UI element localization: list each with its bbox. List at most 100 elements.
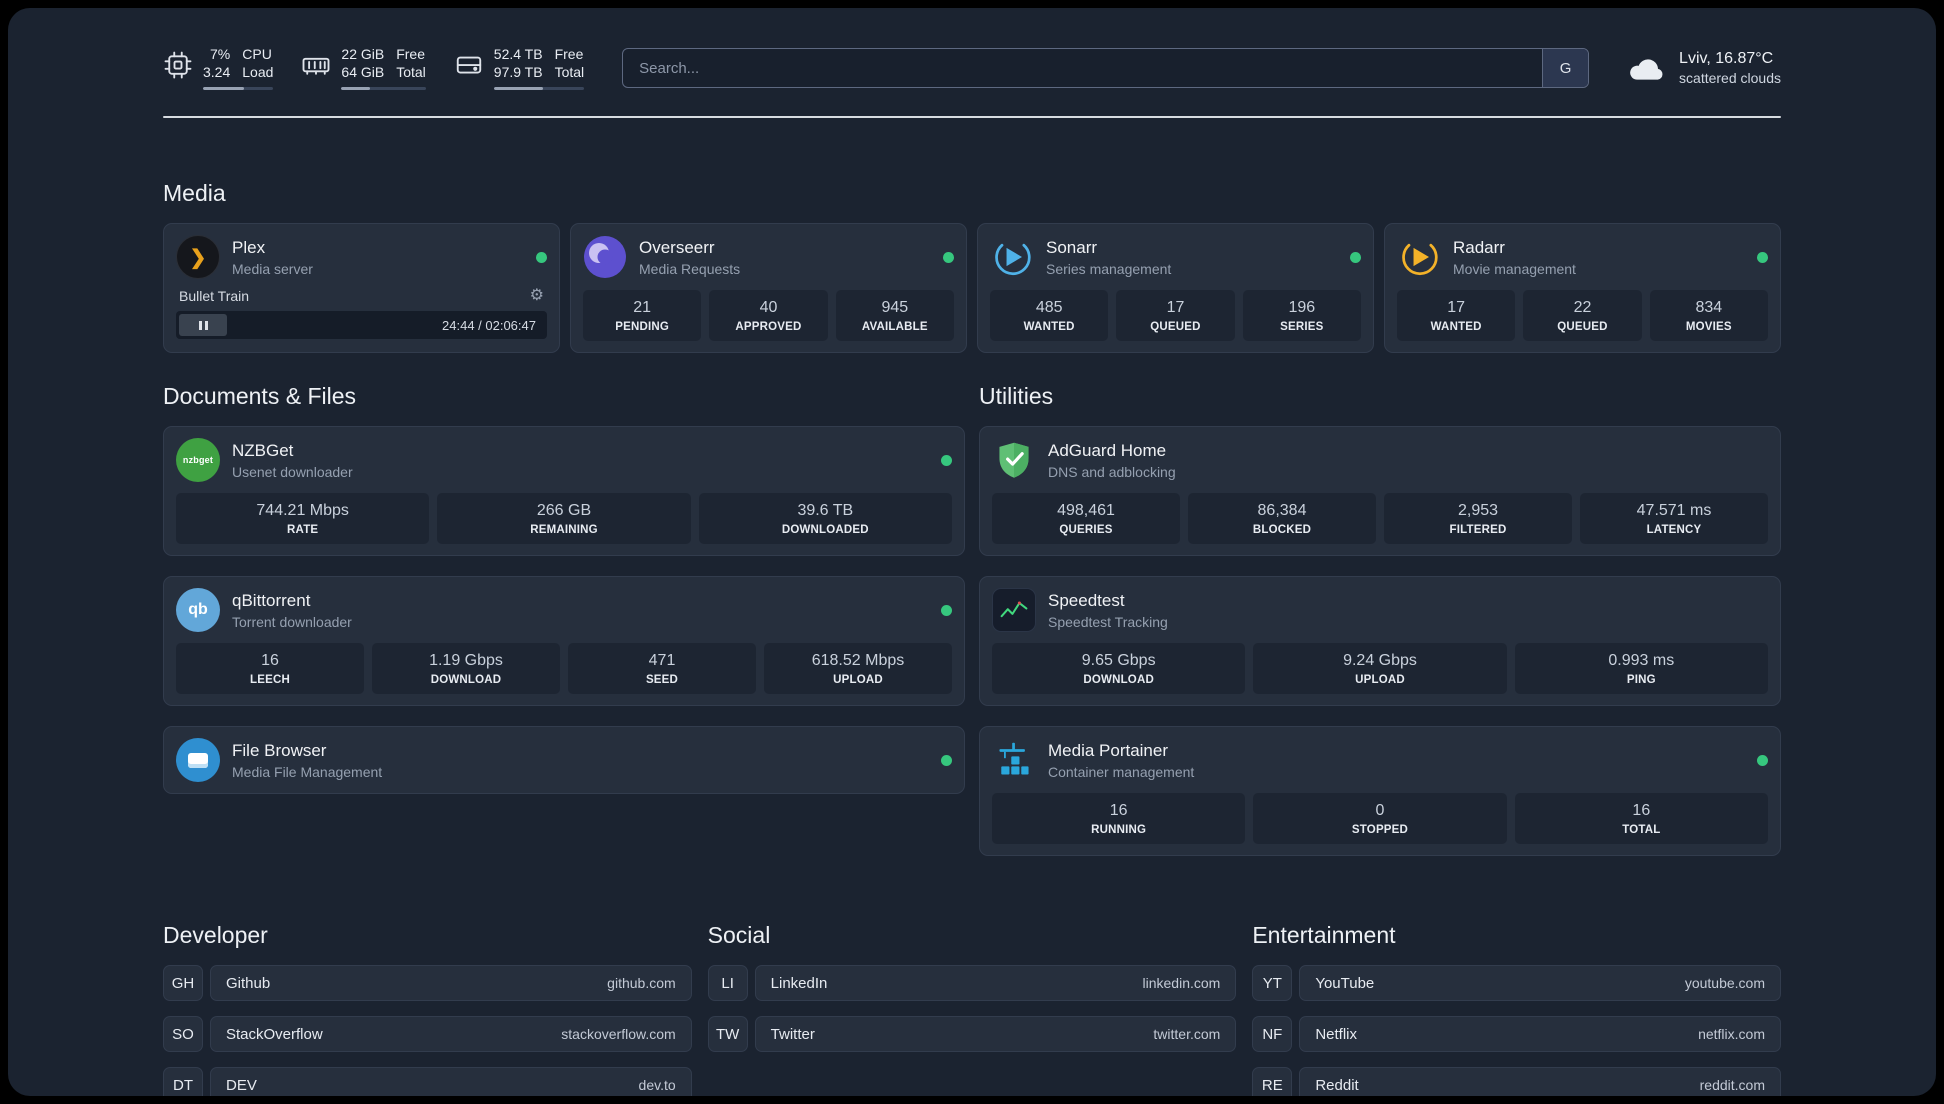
bookmark-link[interactable]: YouTube youtube.com [1299,965,1781,1001]
stat-label: APPROVED [735,321,802,333]
cpu-widget: 7% CPU 3.24 Load [163,46,274,90]
bookmark-url: youtube.com [1684,975,1765,991]
stat-label: UPLOAD [833,674,883,686]
stat-value: 945 [881,299,909,316]
service-card-radarr[interactable]: Radarr Movie management 17 WANTED 22 QUE… [1384,223,1781,353]
stat-label: PING [1626,674,1656,686]
stat-value: 0 [1375,802,1385,819]
stat-label: AVAILABLE [861,321,928,333]
search-input[interactable] [623,49,1543,87]
bookmark-name: Github [226,974,271,992]
cloud-icon [1630,59,1663,80]
overseerr-icon [583,235,627,279]
weather-widget: Lviv, 16.87°C scattered clouds [1627,50,1781,86]
stat-block: 744.21 Mbps RATE [176,493,430,544]
service-card-adguard[interactable]: AdGuard Home DNS and adblocking 498,461 … [979,426,1781,556]
pause-button[interactable] [179,314,227,336]
stat-value: 744.21 Mbps [256,502,349,519]
stat-block: 196 SERIES [1242,290,1361,341]
bookmark-url: reddit.com [1699,1077,1765,1093]
bookmark-url: github.com [607,975,676,991]
stat-label: DOWNLOADED [781,524,869,536]
service-desc: Usenet downloader [232,463,353,480]
stat-block: 945 AVAILABLE [835,290,954,341]
bookmark-abbr: LI [707,965,748,1001]
stat-label: STOPPED [1351,824,1409,836]
stat-value: 17 [1447,299,1466,316]
stat-block: 9.65 Gbps DOWNLOAD [992,643,1246,694]
bookmark-link[interactable]: Github github.com [210,965,692,1001]
bookmark-abbr: NF [1252,1016,1293,1052]
bookmark-link[interactable]: Reddit reddit.com [1299,1067,1781,1096]
bookmark-link[interactable]: Netflix netflix.com [1299,1016,1781,1052]
stat-value: 22 [1573,299,1592,316]
adguard-icon [992,438,1036,482]
cpu-load-value: 3.24 [203,64,231,80]
stat-value: 196 [1288,299,1316,316]
stat-value: 266 GB [536,502,592,519]
service-desc: Torrent downloader [232,613,352,630]
bookmark-link[interactable]: Twitter twitter.com [754,1016,1237,1052]
stat-value: 9.65 Gbps [1081,652,1156,669]
service-name: Overseerr [639,237,715,257]
cpu-load-label: Load [242,64,274,80]
service-card-overseerr[interactable]: Overseerr Media Requests 21 PENDING 40 A… [570,223,967,353]
service-card-qbittorrent[interactable]: qb qBittorrent Torrent downloader 16 LEE… [163,576,965,706]
gear-icon[interactable]: ⚙ [529,287,544,304]
memory-free-value: 22 GiB [341,46,385,62]
service-desc: Speedtest Tracking [1048,613,1168,630]
memory-free-label: Free [396,46,426,62]
stat-label: LEECH [250,674,290,686]
stat-value: 17 [1166,299,1185,316]
stat-label: FILTERED [1449,524,1507,536]
plex-now-playing: Bullet Train ⚙ 24:44 / 02:06:47 [176,288,547,339]
bookmark-url: dev.to [638,1077,676,1093]
stat-label: REMAINING [530,524,598,536]
bookmark-url: netflix.com [1698,1026,1765,1042]
search-provider-button[interactable]: G [1542,49,1589,87]
stat-block: 21 PENDING [583,290,702,341]
playback-progress-bar[interactable]: 24:44 / 02:06:47 [176,311,547,339]
bookmark-link[interactable]: StackOverflow stackoverflow.com [210,1016,692,1052]
service-card-speedtest[interactable]: Speedtest Speedtest Tracking 9.65 Gbps D… [979,576,1781,706]
status-indicator [941,454,952,466]
bookmark-youtube: YT YouTube youtube.com [1252,965,1781,1001]
stat-value: 2,953 [1457,502,1499,519]
service-card-plex[interactable]: ❯ Plex Media server Bullet Train ⚙ [163,223,560,353]
disk-total-label: Total [554,64,585,80]
stat-label: MOVIES [1685,321,1732,333]
bookmark-link[interactable]: DEV dev.to [210,1067,692,1096]
service-desc: Media server [232,260,313,277]
stat-block: 16 RUNNING [992,793,1246,844]
service-name: qBittorrent [232,590,311,610]
service-card-filebrowser[interactable]: File Browser Media File Management [163,726,965,794]
stat-block: 498,461 QUERIES [992,493,1180,544]
top-bar: 7% CPU 3.24 Load 22 GiB Free 64 GiB [163,46,1781,90]
portainer-icon [992,738,1036,782]
status-indicator [943,251,954,263]
bookmark-name: StackOverflow [226,1025,323,1043]
service-name: Radarr [1453,237,1505,257]
speedtest-icon [992,588,1036,632]
stat-value: 47.571 ms [1636,502,1712,519]
service-card-portainer[interactable]: Media Portainer Container management 16 … [979,726,1781,856]
stat-label: RUNNING [1091,824,1147,836]
stat-label: BLOCKED [1252,524,1312,536]
memory-total-label: Total [396,64,426,80]
memory-meter [341,87,426,90]
stat-value: 498,461 [1057,502,1115,519]
stat-block: 16 TOTAL [1514,793,1768,844]
stat-block: 22 QUEUED [1523,290,1642,341]
service-name: Media Portainer [1048,740,1169,760]
stat-value: 40 [759,299,778,316]
service-card-nzbget[interactable]: nzbget NZBGet Usenet downloader 744.21 M… [163,426,965,556]
service-desc: Container management [1048,763,1195,780]
disk-meter [493,87,585,90]
service-card-sonarr[interactable]: Sonarr Series management 485 WANTED 17 Q… [977,223,1374,353]
bookmark-link[interactable]: LinkedIn linkedin.com [754,965,1237,1001]
stat-value: 9.24 Gbps [1343,652,1417,669]
stat-value: 618.52 Mbps [811,652,905,669]
stat-block: 471 SEED [568,643,756,694]
stat-label: QUERIES [1059,524,1113,536]
bookmark-url: stackoverflow.com [561,1026,676,1042]
